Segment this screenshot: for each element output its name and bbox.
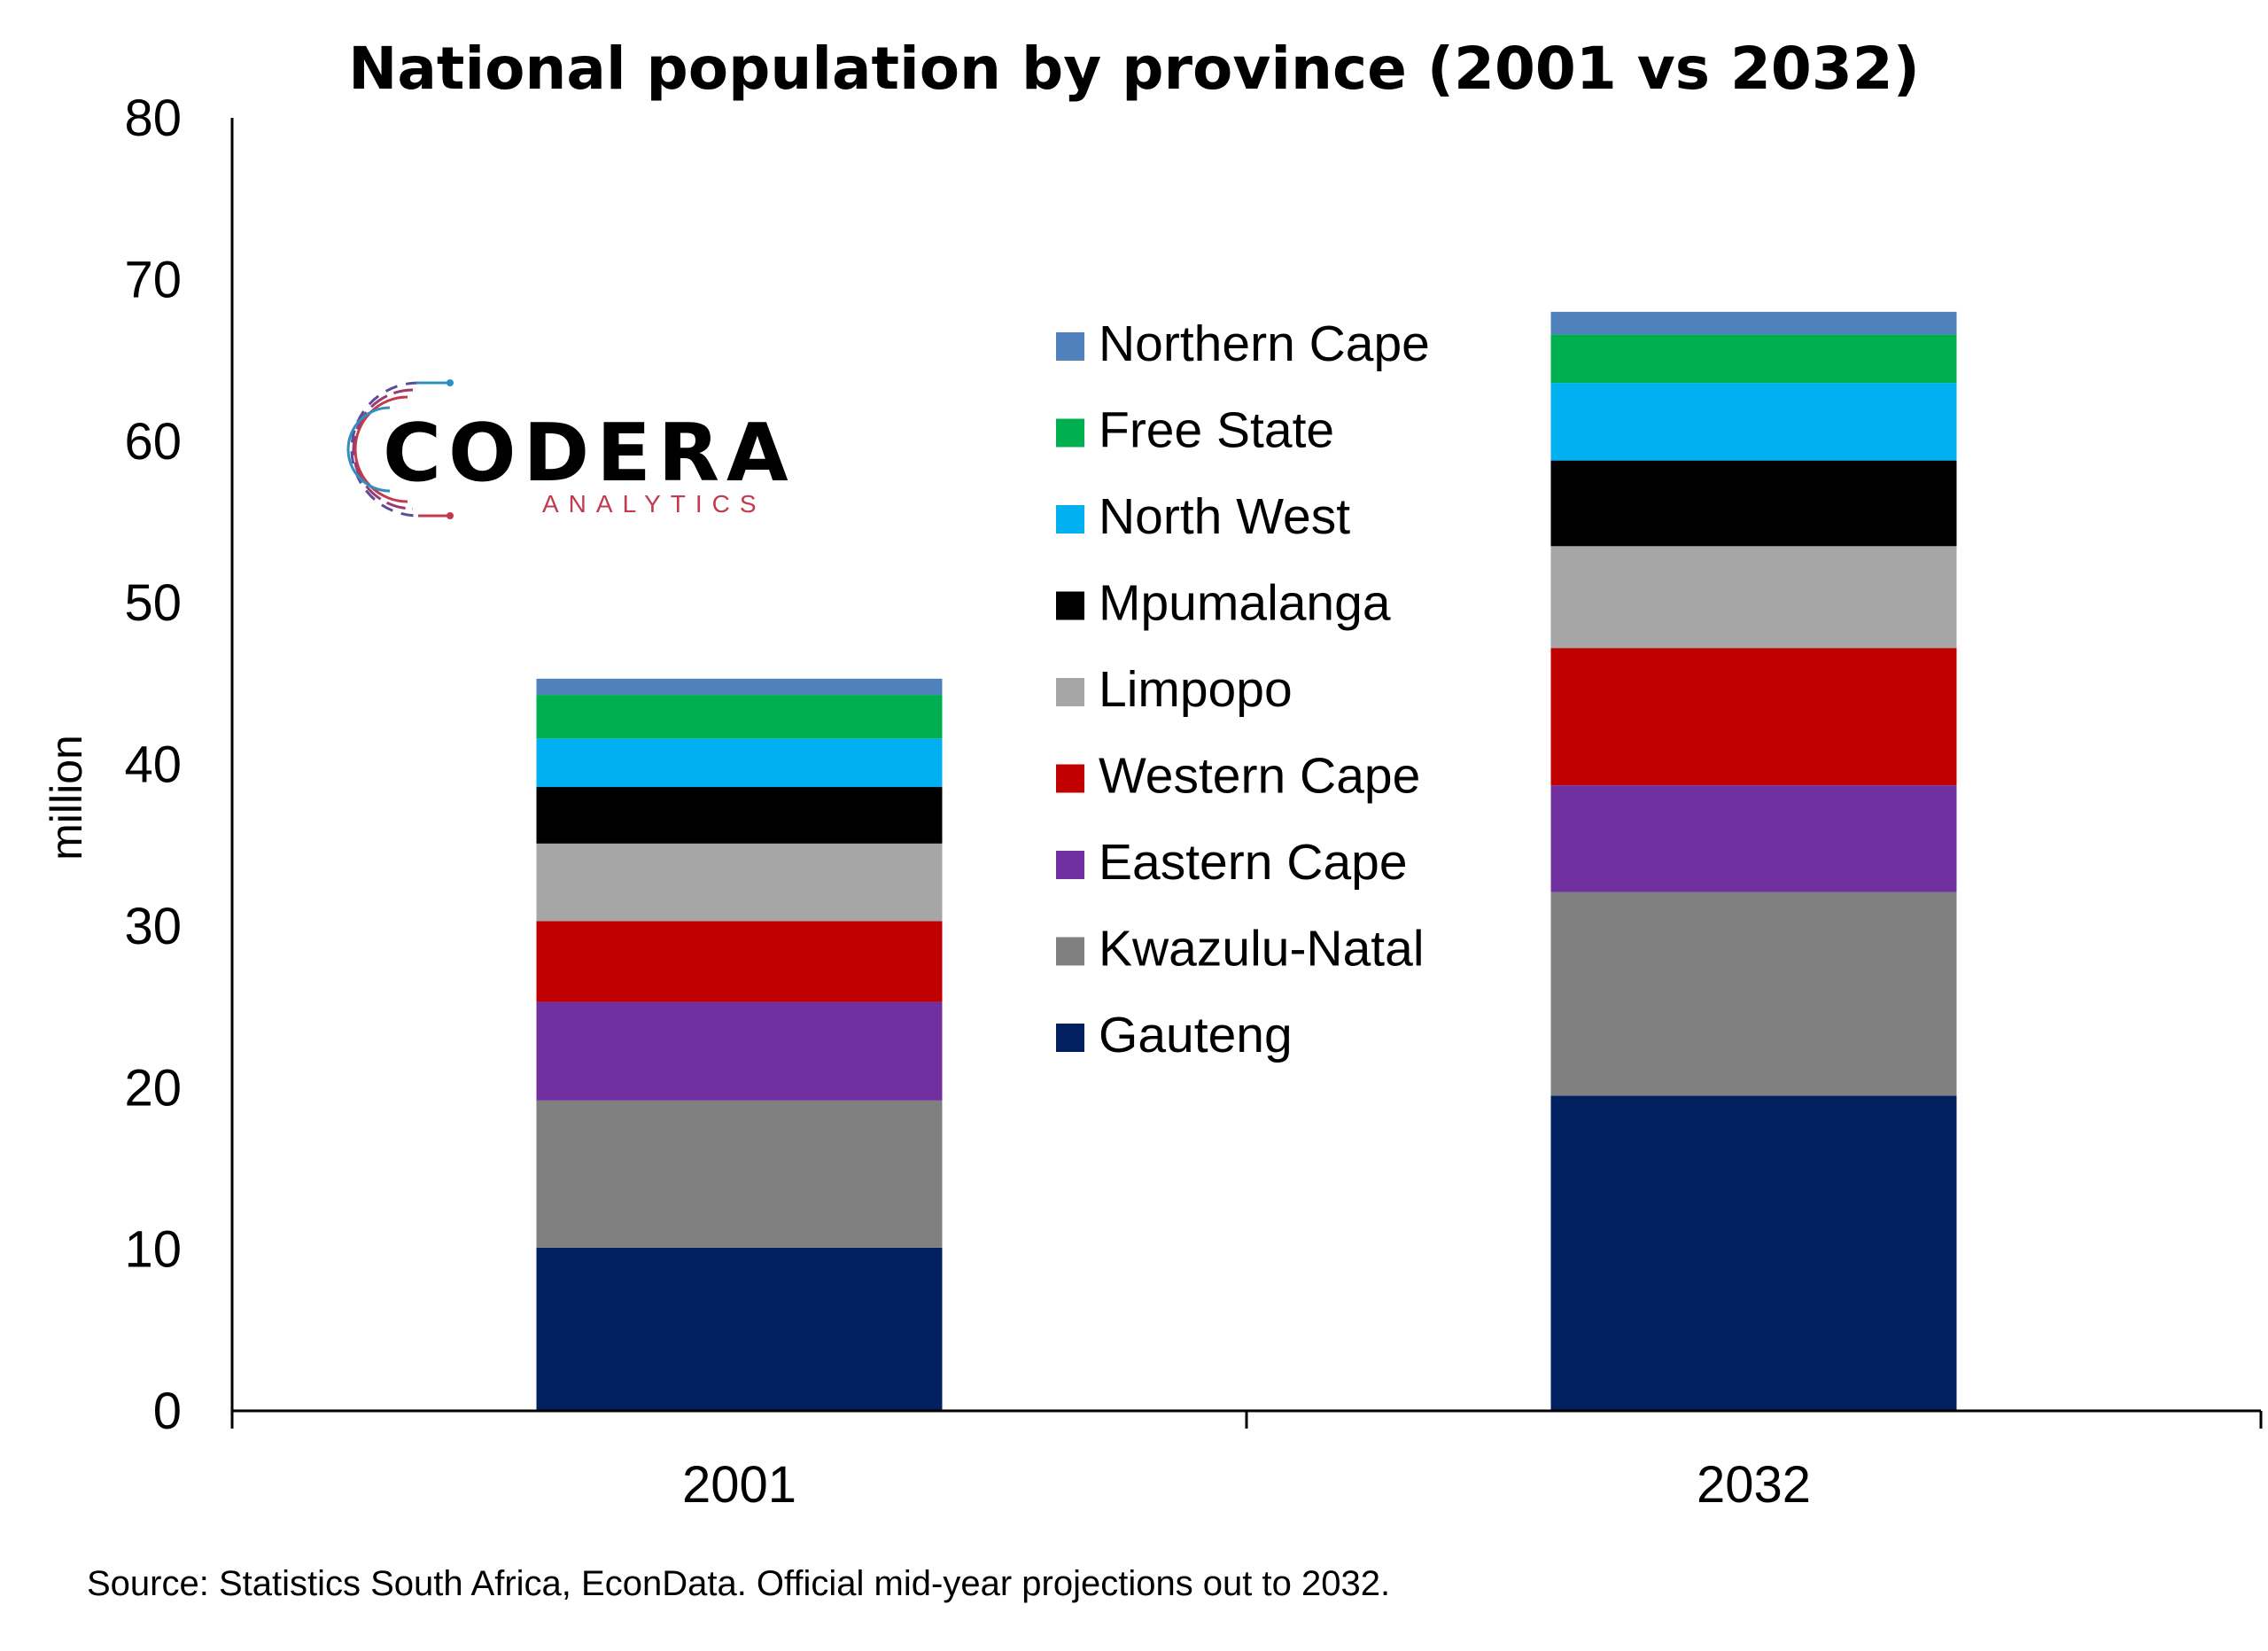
bar-free-state-2032: [1550, 334, 1957, 384]
legend-label-north-west: North West: [1099, 488, 1350, 545]
bar-north-west-2001: [536, 738, 943, 788]
bar-eastern-cape-2032: [1550, 785, 1957, 892]
circuit-ring-icon: [346, 379, 454, 519]
y-tick-label: 0: [153, 1382, 182, 1440]
bar-gauteng-2032: [1550, 1095, 1957, 1411]
legend-label-limpopo: Limpopo: [1099, 661, 1293, 718]
x-ticks: 2001 2032: [682, 1456, 1811, 1514]
y-tick-label: 70: [124, 251, 182, 308]
y-ticks: 0 10 20 30 40 50 60 70 80: [124, 90, 182, 1440]
y-tick-label: 50: [124, 574, 182, 632]
y-tick-label: 30: [124, 898, 182, 955]
bar-free-state-2001: [536, 695, 943, 739]
x-tick-label: 2001: [682, 1456, 796, 1514]
chart-title: National population by province (2001 vs…: [348, 35, 1920, 103]
bar-mpumalanga-2001: [536, 787, 943, 844]
bar-gauteng-2001: [536, 1247, 943, 1411]
legend: Northern Cape Free State North West Mpumala…: [1056, 315, 1430, 1063]
y-tick-label: 10: [124, 1221, 182, 1279]
logo-subtitle: ANALYTICS: [542, 490, 766, 518]
legend-swatch-north-west: [1056, 505, 1084, 533]
axes: [230, 118, 2263, 1429]
legend-swatch-kwazulu-natal: [1056, 937, 1084, 966]
y-tick-label: 80: [124, 90, 182, 147]
y-axis-label: million: [42, 735, 91, 861]
source-note: Source: Statistics South Africa, EconDat…: [87, 1564, 1390, 1603]
logo-wordmark: CODERA: [383, 407, 796, 500]
bar-north-west-2032: [1550, 383, 1957, 461]
legend-label-gauteng: Gauteng: [1099, 1007, 1293, 1063]
bar-limpopo-2001: [536, 843, 943, 922]
legend-swatch-gauteng: [1056, 1024, 1084, 1052]
legend-label-kwazulu-natal: Kwazulu-Natal: [1099, 921, 1425, 977]
legend-swatch-free-state: [1056, 418, 1084, 448]
bar-northern-cape-2032: [1550, 311, 1957, 335]
y-tick-label: 60: [124, 413, 182, 471]
legend-swatch-northern-cape: [1056, 332, 1084, 361]
legend-label-mpumalanga: Mpumalanga: [1099, 575, 1391, 632]
bar-northern-cape-2001: [536, 678, 943, 696]
legend-swatch-mpumalanga: [1056, 591, 1084, 620]
legend-swatch-limpopo: [1056, 678, 1084, 706]
bar-kwazulu-natal-2032: [1550, 892, 1957, 1096]
y-tick-label: 40: [124, 736, 182, 794]
x-tick-label: 2032: [1697, 1456, 1811, 1514]
legend-label-eastern-cape: Eastern Cape: [1099, 834, 1408, 891]
bar-western-cape-2032: [1550, 648, 1957, 786]
bar-eastern-cape-2001: [536, 1001, 943, 1101]
legend-label-free-state: Free State: [1099, 402, 1334, 459]
legend-label-northern-cape: Northern Cape: [1099, 315, 1430, 372]
codera-logo: CODERA ANALYTICS: [346, 379, 796, 519]
legend-swatch-eastern-cape: [1056, 851, 1084, 879]
y-tick-label: 20: [124, 1059, 182, 1117]
bar-mpumalanga-2032: [1550, 460, 1957, 547]
bar-limpopo-2032: [1550, 546, 1957, 649]
legend-label-western-cape: Western Cape: [1099, 748, 1420, 805]
bars: [536, 311, 1957, 1411]
legend-swatch-western-cape: [1056, 764, 1084, 793]
bar-kwazulu-natal-2001: [536, 1100, 943, 1248]
bar-western-cape-2001: [536, 921, 943, 1002]
